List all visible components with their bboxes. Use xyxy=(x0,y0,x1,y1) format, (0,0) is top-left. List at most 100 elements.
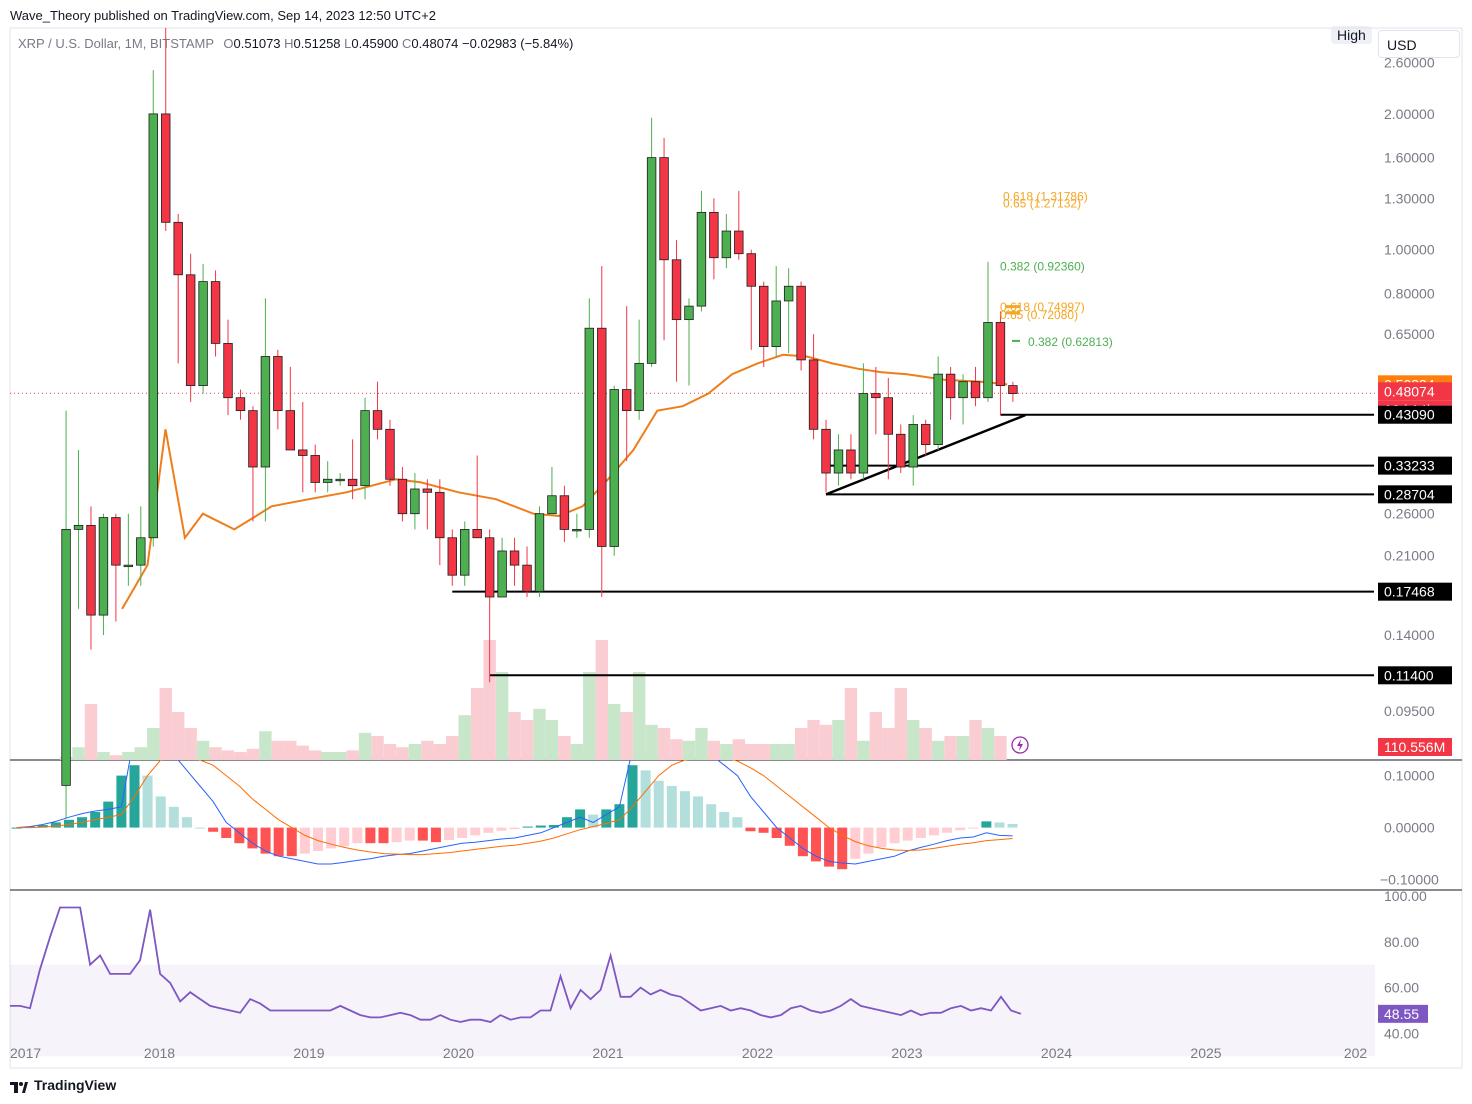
rsi-tick: 80.00 xyxy=(1384,934,1419,950)
volume-bar xyxy=(346,750,359,760)
macd-histogram-bar xyxy=(588,814,599,828)
volume-bar xyxy=(408,744,422,760)
candle-body xyxy=(360,410,370,487)
fib-marker xyxy=(1012,339,1020,342)
volume-bar xyxy=(732,739,746,760)
candle-body xyxy=(896,433,906,468)
macd-histogram-bar xyxy=(352,827,363,844)
candle-body xyxy=(759,285,769,348)
macd-histogram-bar xyxy=(234,827,245,844)
macd-histogram-bar xyxy=(181,817,192,828)
candle-body xyxy=(871,393,881,399)
volume-bar xyxy=(333,752,347,760)
ohlc-open: 0.51073 xyxy=(233,36,281,51)
symbol-title[interactable]: XRP / U.S. Dollar, 1M, BITSTAMP xyxy=(18,36,214,51)
ohlc-change: −0.02983 (−5.84%) xyxy=(462,36,574,51)
candle-body xyxy=(584,327,595,530)
volume-bar xyxy=(147,728,160,760)
macd-histogram-bar xyxy=(706,804,717,828)
candle-body xyxy=(460,529,470,576)
candle-body xyxy=(260,356,271,468)
candle-body xyxy=(559,495,570,530)
price-badge-label: 0.28704 xyxy=(1384,486,1435,502)
macd-histogram-bar xyxy=(666,786,677,828)
price-badge-bg xyxy=(1378,485,1452,504)
macd-histogram-bar xyxy=(627,765,638,828)
price-tick: 0.09500 xyxy=(1384,703,1435,719)
volume-bar xyxy=(545,720,559,760)
candle-body xyxy=(721,230,732,259)
volume-bar xyxy=(944,736,957,760)
volume-bar xyxy=(583,672,596,760)
macd-histogram-bar xyxy=(640,770,651,828)
macd-histogram-bar xyxy=(339,827,350,847)
price-tick: 1.60000 xyxy=(1384,150,1435,166)
macd-histogram-bar xyxy=(863,827,874,854)
candle-body xyxy=(808,359,819,430)
volume-bar xyxy=(109,755,123,760)
candle-body xyxy=(173,221,183,276)
volume-bar xyxy=(371,736,384,760)
candle-body xyxy=(646,157,657,364)
macd-histogram-bar xyxy=(942,827,953,833)
macd-histogram-bar xyxy=(1007,823,1018,828)
macd-histogram-bar xyxy=(457,827,468,838)
candle-body xyxy=(322,478,333,483)
macd-pane: 0.10000 0.00000 −0.10000 xyxy=(11,760,1439,888)
candle-body xyxy=(547,495,557,515)
volume-bar xyxy=(707,740,721,760)
candle-body xyxy=(447,537,457,576)
candle-body xyxy=(821,428,831,474)
candle-body xyxy=(347,478,358,487)
macd-histogram-bar xyxy=(470,827,481,836)
price-axis: 2.60000 2.00000 1.60000 1.30000 1.00000 0.800… xyxy=(1384,54,1435,719)
candle-body xyxy=(995,322,1006,386)
candle-body xyxy=(734,230,744,255)
price-tick: 2.00000 xyxy=(1384,106,1435,122)
volume-bar xyxy=(84,704,98,760)
macd-line xyxy=(16,760,1013,865)
volume-bar xyxy=(769,744,783,760)
volume-bar xyxy=(570,744,584,760)
chart-frame xyxy=(9,27,1463,1069)
price-tick: 2.60000 xyxy=(1384,54,1435,70)
candle-body xyxy=(298,449,308,456)
volume-bar xyxy=(433,744,447,760)
time-axis: 2017 2018 2019 2020 2021 2022 2023 2024 2025 202 xyxy=(10,1045,1367,1061)
macd-histogram-bar xyxy=(444,827,455,841)
rsi-band xyxy=(10,964,1375,1057)
macd-histogram-bar xyxy=(37,825,48,828)
candle-body xyxy=(609,389,619,547)
price-badge: 110.556M xyxy=(1378,738,1452,756)
volume-bar xyxy=(321,752,334,760)
candle-body xyxy=(621,389,632,412)
high-button[interactable]: High xyxy=(1331,26,1372,44)
volume-bar xyxy=(284,740,297,760)
currency-button[interactable]: USD xyxy=(1378,30,1460,58)
rsi-value-label: 48.55 xyxy=(1384,1006,1419,1022)
macd-histogram-bar xyxy=(522,826,533,828)
macd-histogram-bar xyxy=(810,827,821,862)
macd-histogram-bar xyxy=(378,827,389,844)
macd-tick: 0.10000 xyxy=(1384,768,1435,784)
candle-body xyxy=(285,410,296,451)
macd-histogram-bar xyxy=(994,822,1005,828)
macd-histogram-bar xyxy=(496,827,507,831)
tradingview-logo[interactable]: TradingView xyxy=(10,1077,116,1093)
price-badge-bg xyxy=(1378,405,1452,424)
candle-body xyxy=(522,564,532,592)
candle-body xyxy=(945,373,956,399)
macd-histogram-bar xyxy=(837,827,848,870)
macd-histogram-bar xyxy=(404,827,415,841)
macd-histogram-bar xyxy=(50,822,61,828)
macd-histogram-bar xyxy=(11,827,22,829)
volume-bar xyxy=(657,728,671,760)
volume-bar xyxy=(682,740,696,760)
volume-bar xyxy=(794,728,808,760)
candle-body xyxy=(833,449,844,474)
price-tick: 0.80000 xyxy=(1384,285,1435,301)
macd-histogram-bar xyxy=(928,827,939,836)
price-badge-label: 0.17468 xyxy=(1384,584,1435,600)
volume-bar xyxy=(745,744,758,760)
